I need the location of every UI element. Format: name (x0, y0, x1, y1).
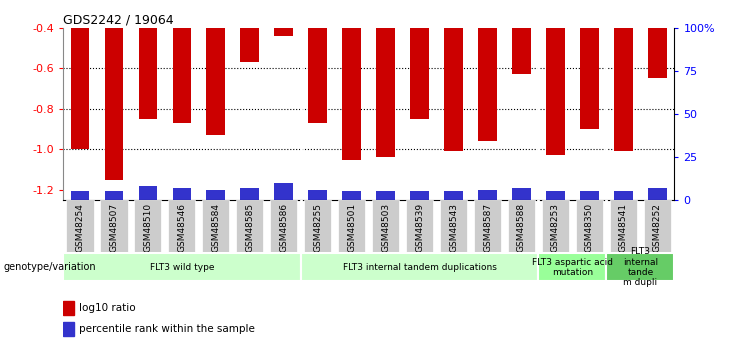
Bar (63, 301, 74, 315)
Text: log10 ratio: log10 ratio (79, 303, 135, 313)
Bar (512, 28, 531, 74)
Bar (100, 200, 127, 252)
Bar (104, 191, 123, 200)
Text: FLT3
internal
tande
m dupli: FLT3 internal tande m dupli (622, 247, 658, 287)
Text: GSM48510: GSM48510 (144, 203, 153, 252)
Text: GSM48507: GSM48507 (110, 203, 119, 252)
Text: percentile rank within the sample: percentile rank within the sample (79, 324, 254, 334)
Text: GSM48255: GSM48255 (313, 203, 322, 252)
Bar (512, 188, 531, 200)
FancyBboxPatch shape (606, 253, 674, 282)
Bar (478, 190, 497, 200)
Bar (376, 191, 395, 200)
Text: GSM48587: GSM48587 (483, 203, 492, 252)
Bar (648, 188, 667, 200)
Bar (478, 28, 497, 141)
Bar (240, 28, 259, 62)
Bar (644, 200, 671, 252)
Bar (240, 188, 259, 200)
Text: GDS2242 / 19064: GDS2242 / 19064 (63, 13, 173, 27)
Bar (411, 191, 429, 200)
Bar (444, 191, 463, 200)
Bar (338, 200, 365, 252)
Bar (274, 28, 293, 36)
Text: GSM48585: GSM48585 (245, 203, 254, 252)
Bar (376, 28, 395, 157)
Text: GSM48546: GSM48546 (177, 203, 186, 252)
Bar (411, 28, 429, 119)
Bar (67, 200, 93, 252)
Bar (274, 183, 293, 200)
Text: GSM48541: GSM48541 (619, 203, 628, 252)
Bar (173, 188, 191, 200)
Text: GSM48588: GSM48588 (517, 203, 526, 252)
Bar (372, 200, 399, 252)
FancyBboxPatch shape (301, 253, 539, 282)
Bar (104, 28, 123, 180)
Bar (173, 28, 191, 123)
Text: GSM48586: GSM48586 (279, 203, 288, 252)
Bar (614, 191, 633, 200)
Bar (444, 28, 463, 151)
Text: FLT3 wild type: FLT3 wild type (150, 263, 214, 272)
FancyBboxPatch shape (539, 253, 606, 282)
Bar (546, 28, 565, 156)
Bar (440, 200, 467, 252)
Bar (474, 200, 501, 252)
Bar (610, 200, 637, 252)
Text: GSM48503: GSM48503 (381, 203, 390, 252)
Bar (134, 200, 162, 252)
Bar (614, 28, 633, 151)
Bar (207, 190, 225, 200)
Bar (139, 186, 157, 200)
Bar (207, 28, 225, 135)
Text: GSM48254: GSM48254 (76, 203, 84, 252)
Bar (542, 200, 569, 252)
Text: GSM48539: GSM48539 (415, 203, 424, 252)
FancyBboxPatch shape (63, 253, 301, 282)
Bar (406, 200, 433, 252)
Bar (168, 200, 196, 252)
Text: FLT3 aspartic acid
mutation: FLT3 aspartic acid mutation (532, 258, 613, 277)
Bar (308, 28, 327, 123)
Text: GSM48253: GSM48253 (551, 203, 560, 252)
Text: GSM48501: GSM48501 (348, 203, 356, 252)
Text: GSM48543: GSM48543 (449, 203, 458, 252)
Bar (580, 191, 599, 200)
Text: genotype/variation: genotype/variation (4, 263, 96, 272)
Text: GSM48350: GSM48350 (585, 203, 594, 252)
Bar (304, 200, 331, 252)
Bar (648, 28, 667, 78)
Text: GSM48584: GSM48584 (211, 203, 220, 252)
Bar (342, 191, 361, 200)
Bar (270, 200, 297, 252)
Bar (202, 200, 230, 252)
Bar (139, 28, 157, 119)
Text: GSM48252: GSM48252 (653, 203, 662, 252)
Bar (580, 28, 599, 129)
Text: FLT3 internal tandem duplications: FLT3 internal tandem duplications (342, 263, 496, 272)
Bar (63, 322, 74, 336)
Bar (308, 190, 327, 200)
Bar (546, 191, 565, 200)
Bar (342, 28, 361, 159)
Bar (508, 200, 535, 252)
Bar (576, 200, 603, 252)
Bar (70, 28, 90, 149)
Bar (236, 200, 263, 252)
Bar (70, 191, 90, 200)
